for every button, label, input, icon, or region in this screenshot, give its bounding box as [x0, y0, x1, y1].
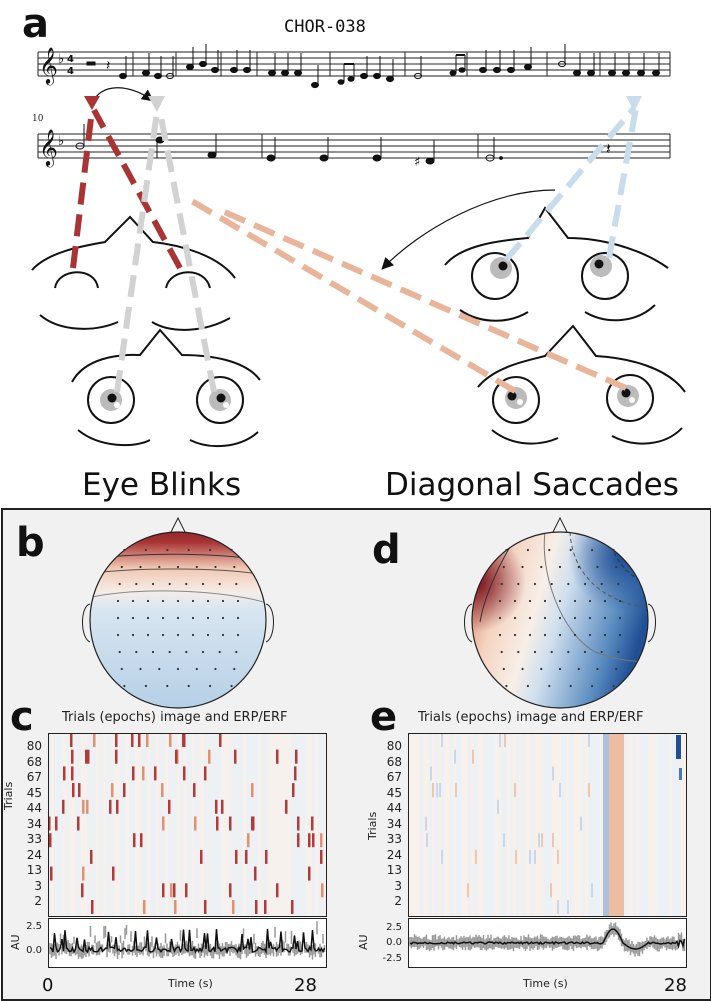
svg-text:♭: ♭ [58, 134, 64, 149]
panel-e-au-tick-0: 2.5 [386, 922, 402, 933]
panel-c-au-tick-0: 2.5 [26, 921, 42, 932]
staff-2 [37, 133, 671, 159]
panel-c-au-tick-1: 0.0 [26, 945, 42, 956]
panel-e-epochs-image [408, 733, 687, 917]
trial-tick: 2 [34, 894, 42, 908]
measure-number: 10 [32, 114, 44, 124]
panel-e-letter: e [370, 694, 398, 740]
blink-face-pupils [100, 389, 231, 411]
trial-tick: 2 [394, 894, 402, 908]
staff-1-notes: 𝄽 [86, 44, 660, 89]
saccade-face-bottom-pupils [505, 385, 639, 409]
trial-tick: 24 [26, 847, 42, 862]
music-score: 𝄞 ♭ 4 4 𝄽 [37, 44, 671, 170]
panel-d-letter: d [372, 527, 401, 573]
blink-gaze-lines [70, 108, 217, 393]
trial-tick: 80 [386, 739, 402, 753]
trial-tick: 67 [26, 770, 42, 784]
panel-c-time-start: 0 [42, 975, 54, 996]
topomap-saccades [464, 516, 656, 709]
trial-tick: 44 [386, 801, 402, 815]
svg-text:4: 4 [67, 66, 74, 77]
blink-face-open [71, 328, 261, 448]
svg-text:𝄽: 𝄽 [606, 139, 611, 158]
panel-b-letter: b [16, 520, 45, 566]
trial-tick: 67 [386, 770, 402, 784]
treble-clef-icon: 𝄞 [39, 128, 58, 167]
topomap-blinks [82, 516, 274, 709]
saccade-face-bottom [477, 324, 686, 445]
trial-tick: 33 [26, 832, 42, 846]
panel-c-xlabel: Time (s) [168, 977, 213, 990]
panel-a-letter: a [22, 1, 49, 47]
trial-tick: 68 [26, 754, 42, 769]
saccade-gaze-lines [188, 106, 639, 394]
trial-tick: 24 [386, 847, 402, 862]
svg-text:♯: ♯ [414, 155, 420, 170]
panel-c-title: Trials (epochs) image and ERP/ERF [62, 710, 288, 725]
trial-tick: 68 [386, 754, 402, 769]
trial-tick: 34 [386, 816, 402, 831]
piece-title: CHOR-038 [284, 17, 366, 37]
trial-tick: 44 [26, 801, 42, 815]
panel-c-ylabel: Trials [2, 781, 15, 810]
saccade-face-top [444, 206, 669, 322]
blink-face-closed [31, 215, 236, 331]
trial-tick: 13 [26, 863, 42, 877]
trial-tick: 3 [34, 878, 42, 893]
panel-e-time-end: 28 [664, 975, 687, 996]
svg-text:4: 4 [67, 54, 74, 65]
panel-e-xlabel: Time (s) [523, 977, 568, 990]
treble-clef-icon: 𝄞 [39, 46, 58, 85]
eye-blinks-label: Eye Blinks [82, 467, 242, 503]
panel-c-erp-plot [48, 918, 327, 968]
panel-e-au-tick-2: -2.5 [382, 953, 402, 964]
panel-e-title: Trials (epochs) image and ERP/ERF [418, 710, 644, 725]
transition-arrow [381, 189, 556, 270]
panel-c-letter: c [10, 694, 34, 740]
jump-arrow [91, 87, 154, 105]
panel-c-epochs-image [48, 733, 327, 917]
gaze-diagram [31, 87, 686, 448]
trial-tick: 80 [26, 739, 42, 753]
staff-2-notes: ♯ 𝄽 [75, 124, 611, 170]
trial-tick: 34 [26, 816, 42, 831]
trial-tick: 45 [26, 785, 42, 800]
trial-tick: 45 [386, 785, 402, 800]
panel-e-erp-plot [408, 918, 687, 968]
trial-tick: 3 [394, 878, 402, 893]
svg-text:𝄽: 𝄽 [106, 58, 110, 74]
trial-tick: 33 [386, 832, 402, 846]
svg-text:♭: ♭ [58, 52, 64, 67]
diagonal-saccades-label: Diagonal Saccades [385, 467, 679, 503]
trial-tick: 13 [386, 863, 402, 877]
saccade-face-top-pupils [490, 255, 612, 279]
panel-c-time-end: 28 [294, 975, 317, 996]
panel-e-au-tick-1: 0.0 [386, 937, 402, 948]
panel-e-au-label: AU [357, 934, 370, 950]
